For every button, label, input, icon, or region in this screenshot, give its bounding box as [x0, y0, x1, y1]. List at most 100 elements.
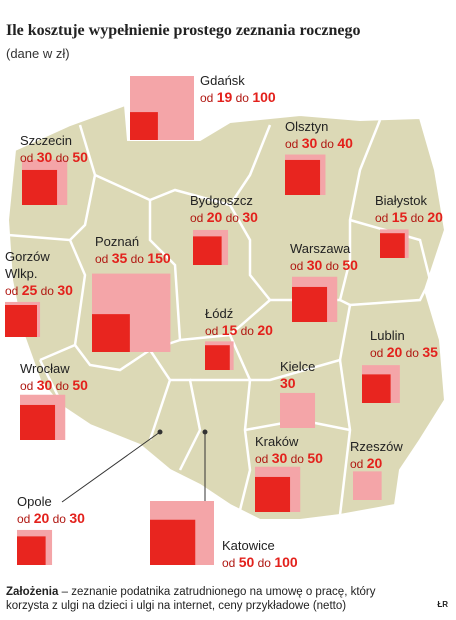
to-word: do — [55, 151, 69, 165]
city-name: Rzeszów — [350, 439, 403, 454]
city-label: Wrocław od 30 do 50 — [20, 360, 130, 395]
to-word: do — [325, 259, 339, 273]
city-name: Katowice — [222, 538, 275, 553]
price-from: 20 — [386, 344, 403, 360]
city-name: Bydgoszcz — [190, 193, 253, 208]
price-range: 30 — [280, 375, 360, 393]
city-label: Kraków od 30 do 50 — [255, 433, 365, 468]
price-square — [150, 519, 196, 565]
price-range: od 35 do 150 — [95, 250, 205, 268]
price-to: 50 — [72, 377, 88, 393]
price-from: 20 — [206, 209, 223, 225]
to-word: do — [225, 211, 239, 225]
price-from: 30 — [36, 149, 53, 165]
price-square — [292, 286, 328, 322]
squares — [5, 76, 409, 565]
city-label: Szczecin od 30 do 50 — [20, 132, 130, 167]
price-from: 25 — [21, 282, 38, 298]
from-word: od — [285, 137, 299, 151]
price-square — [380, 233, 405, 258]
price-to: 50 — [307, 450, 323, 466]
price-from: 30 — [306, 257, 323, 273]
footer: Założenia – zeznanie podatnika zatrudnio… — [6, 585, 406, 613]
from-word: od — [17, 512, 31, 526]
subtitle: (dane w zł) — [6, 46, 70, 61]
city-label: Kielce 30 — [280, 358, 360, 393]
city-label: Gorzów Wlkp. od 25 do 30 — [5, 248, 73, 300]
to-word: do — [130, 252, 144, 266]
price-to: 30 — [69, 510, 85, 526]
price-range: od 19 do 100 — [200, 89, 320, 107]
to-word: do — [405, 346, 419, 360]
city-label: Olsztyn od 30 do 40 — [285, 118, 395, 153]
price-square — [22, 169, 58, 205]
city-label: Rzeszów od 20 — [350, 438, 440, 473]
price-range: od 30 do 50 — [20, 377, 130, 395]
leader-dot — [157, 429, 163, 435]
city-name: Opole — [17, 494, 52, 509]
title: Ile kosztuje wypełnienie prostego zeznan… — [6, 22, 361, 39]
city-label: Gdańsk od 19 do 100 — [200, 72, 320, 107]
price-to: 30 — [57, 282, 73, 298]
from-word: od — [200, 91, 214, 105]
price-square — [92, 314, 130, 352]
price-to: 100 — [274, 554, 298, 570]
price-range: od 20 do 30 — [190, 209, 300, 227]
price-range: od 15 do 20 — [205, 322, 305, 340]
city-name: Poznań — [95, 234, 140, 249]
city-label: Opole od 20 do 30 — [17, 493, 117, 528]
city-name: Gorzów Wlkp. — [5, 249, 50, 281]
from-word: od — [222, 556, 236, 570]
city-label: Lublin od 20 do 35 — [370, 327, 456, 362]
price-from: 19 — [216, 89, 233, 105]
to-word: do — [40, 284, 54, 298]
price-to: 40 — [337, 135, 353, 151]
footer-note: – zeznanie podatnika zatrudnionego na um… — [6, 586, 376, 612]
price-square — [285, 159, 321, 195]
price-range: od 30 do 50 — [20, 149, 130, 167]
from-word: od — [350, 457, 364, 471]
city-name: Warszawa — [290, 241, 351, 256]
price-square — [20, 404, 56, 440]
price-range: od 30 do 50 — [290, 257, 400, 275]
price-from: 20 — [33, 510, 50, 526]
price-square — [205, 345, 230, 370]
to-word: do — [52, 512, 66, 526]
from-word: od — [370, 346, 384, 360]
city-name: Olsztyn — [285, 119, 329, 134]
price-to: 50 — [72, 149, 88, 165]
price-from: 30 — [271, 450, 288, 466]
region-borders — [7, 119, 432, 516]
city-label: Białystok od 15 do 20 — [375, 192, 455, 227]
price-square — [193, 236, 222, 265]
to-word: do — [240, 324, 254, 338]
city-label: Warszawa od 30 do 50 — [290, 240, 400, 275]
price-from: 30 — [301, 135, 318, 151]
from-word: od — [290, 259, 304, 273]
price-to: 30 — [242, 209, 258, 225]
city-label: Łódź od 15 do 20 — [205, 305, 305, 340]
city-label: Bydgoszcz od 20 do 30 — [190, 192, 300, 227]
price-from: 50 — [238, 554, 255, 570]
price-range: od 30 do 50 — [255, 450, 365, 468]
price-from: 35 — [111, 250, 128, 266]
price-to: 35 — [422, 344, 438, 360]
price-range: od 20 do 30 — [17, 510, 117, 528]
footer-label: Założenia — [6, 586, 59, 598]
price-range: od 25 do 30 — [5, 282, 73, 300]
to-word: do — [55, 379, 69, 393]
price-from: 15 — [391, 209, 408, 225]
from-word: od — [20, 379, 34, 393]
price-from: 20 — [366, 455, 383, 471]
price-square — [280, 392, 316, 428]
price-square — [353, 471, 382, 500]
to-word: do — [410, 211, 424, 225]
to-word: do — [235, 91, 249, 105]
price-square — [255, 476, 291, 512]
price-square — [130, 112, 158, 140]
price-to: 150 — [147, 250, 171, 266]
city-name: Kraków — [255, 434, 299, 449]
from-word: od — [190, 211, 204, 225]
price-range: od 15 do 20 — [375, 209, 455, 227]
